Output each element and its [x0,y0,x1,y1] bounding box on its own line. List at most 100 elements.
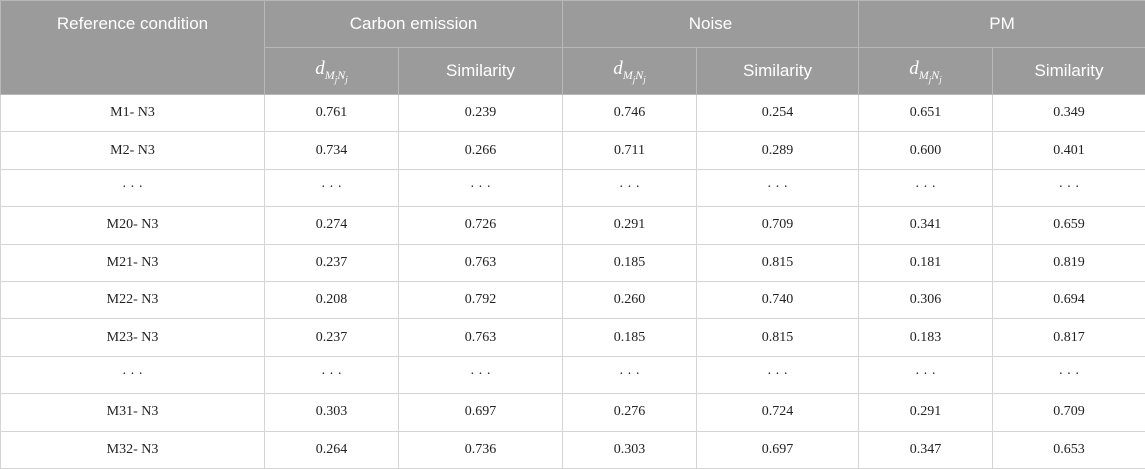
math-symbol: dMjNj [315,58,348,79]
subscript: MjNj [919,68,942,82]
table-cell: 0.264 [265,431,399,468]
table-cell: · · · [265,356,399,393]
subscript-letter: M [325,68,335,82]
table-cell: M32- N3 [1,431,265,468]
table-cell: 0.239 [399,95,563,132]
table-cell: 0.819 [993,244,1145,281]
table-cell: M1- N3 [1,95,265,132]
group-header: PM [859,1,1145,48]
subheader: dMjNj [859,48,993,95]
table-cell: 0.185 [563,244,697,281]
table-cell: 0.274 [265,207,399,244]
table-cell: 0.401 [993,132,1145,169]
subheader: Similarity [697,48,859,95]
table-cell: · · · [1,356,265,393]
header-cell: Reference condition [1,1,265,95]
subscript: MjNj [623,68,646,82]
table-cell: · · · [265,169,399,206]
table-cell: 0.792 [399,281,563,318]
table-cell: 0.349 [993,95,1145,132]
table-cell: 0.291 [859,394,993,431]
group-header: Noise [563,1,859,48]
table-cell: 0.651 [859,95,993,132]
table-cell: 0.291 [563,207,697,244]
subheader: Similarity [399,48,563,95]
table-cell: 0.306 [859,281,993,318]
subscript-index: j [643,74,646,84]
table-cell: 0.266 [399,132,563,169]
table-cell: 0.659 [993,207,1145,244]
table-cell: 0.815 [697,244,859,281]
subheader: dMjNj [563,48,697,95]
table-cell: 0.709 [697,207,859,244]
table-row: · · ·· · ·· · ·· · ·· · ·· · ·· · · [1,356,1145,393]
group-header: Carbon emission [265,1,563,48]
subheader: Similarity [993,48,1145,95]
subscript-letter: M [623,68,633,82]
table-cell: 0.341 [859,207,993,244]
table-cell: 0.289 [697,132,859,169]
subscript: MjNj [325,68,348,82]
table-cell: · · · [399,356,563,393]
table-cell: 0.600 [859,132,993,169]
table-cell: 0.260 [563,281,697,318]
table-cell: 0.724 [697,394,859,431]
table-cell: 0.185 [563,319,697,356]
subscript-letter: M [919,68,929,82]
table-cell: 0.276 [563,394,697,431]
table-cell: M22- N3 [1,281,265,318]
table-cell: 0.303 [563,431,697,468]
table-cell: 0.817 [993,319,1145,356]
table-cell: · · · [859,356,993,393]
table-cell: 0.726 [399,207,563,244]
table-cell: 0.697 [697,431,859,468]
table-cell: 0.694 [993,281,1145,318]
table-cell: · · · [993,169,1145,206]
table-cell: 0.740 [697,281,859,318]
symbol: d [315,58,325,79]
symbol: d [613,58,623,79]
table-cell: 0.763 [399,319,563,356]
table-cell: · · · [993,356,1145,393]
table-cell: 0.736 [399,431,563,468]
table-cell: 0.734 [265,132,399,169]
table-cell: 0.237 [265,319,399,356]
table-cell: 0.254 [697,95,859,132]
table-cell: · · · [697,356,859,393]
table-cell: · · · [697,169,859,206]
table-cell: 0.183 [859,319,993,356]
symbol: d [909,58,919,79]
subscript-index: j [345,74,348,84]
math-symbol: dMjNj [909,58,942,79]
table-cell: 0.711 [563,132,697,169]
table-cell: 0.815 [697,319,859,356]
math-symbol: dMjNj [613,58,646,79]
table-cell: 0.237 [265,244,399,281]
table-cell: · · · [399,169,563,206]
table-cell: 0.181 [859,244,993,281]
table-cell: · · · [859,169,993,206]
table-cell: · · · [1,169,265,206]
table-cell: 0.347 [859,431,993,468]
table-cell: M21- N3 [1,244,265,281]
subheader: dMjNj [265,48,399,95]
subscript-index: j [939,74,942,84]
table-cell: 0.746 [563,95,697,132]
table-cell: 0.208 [265,281,399,318]
table-cell: 0.763 [399,244,563,281]
table-cell: 0.709 [993,394,1145,431]
table-cell: · · · [563,356,697,393]
table-cell: · · · [563,169,697,206]
